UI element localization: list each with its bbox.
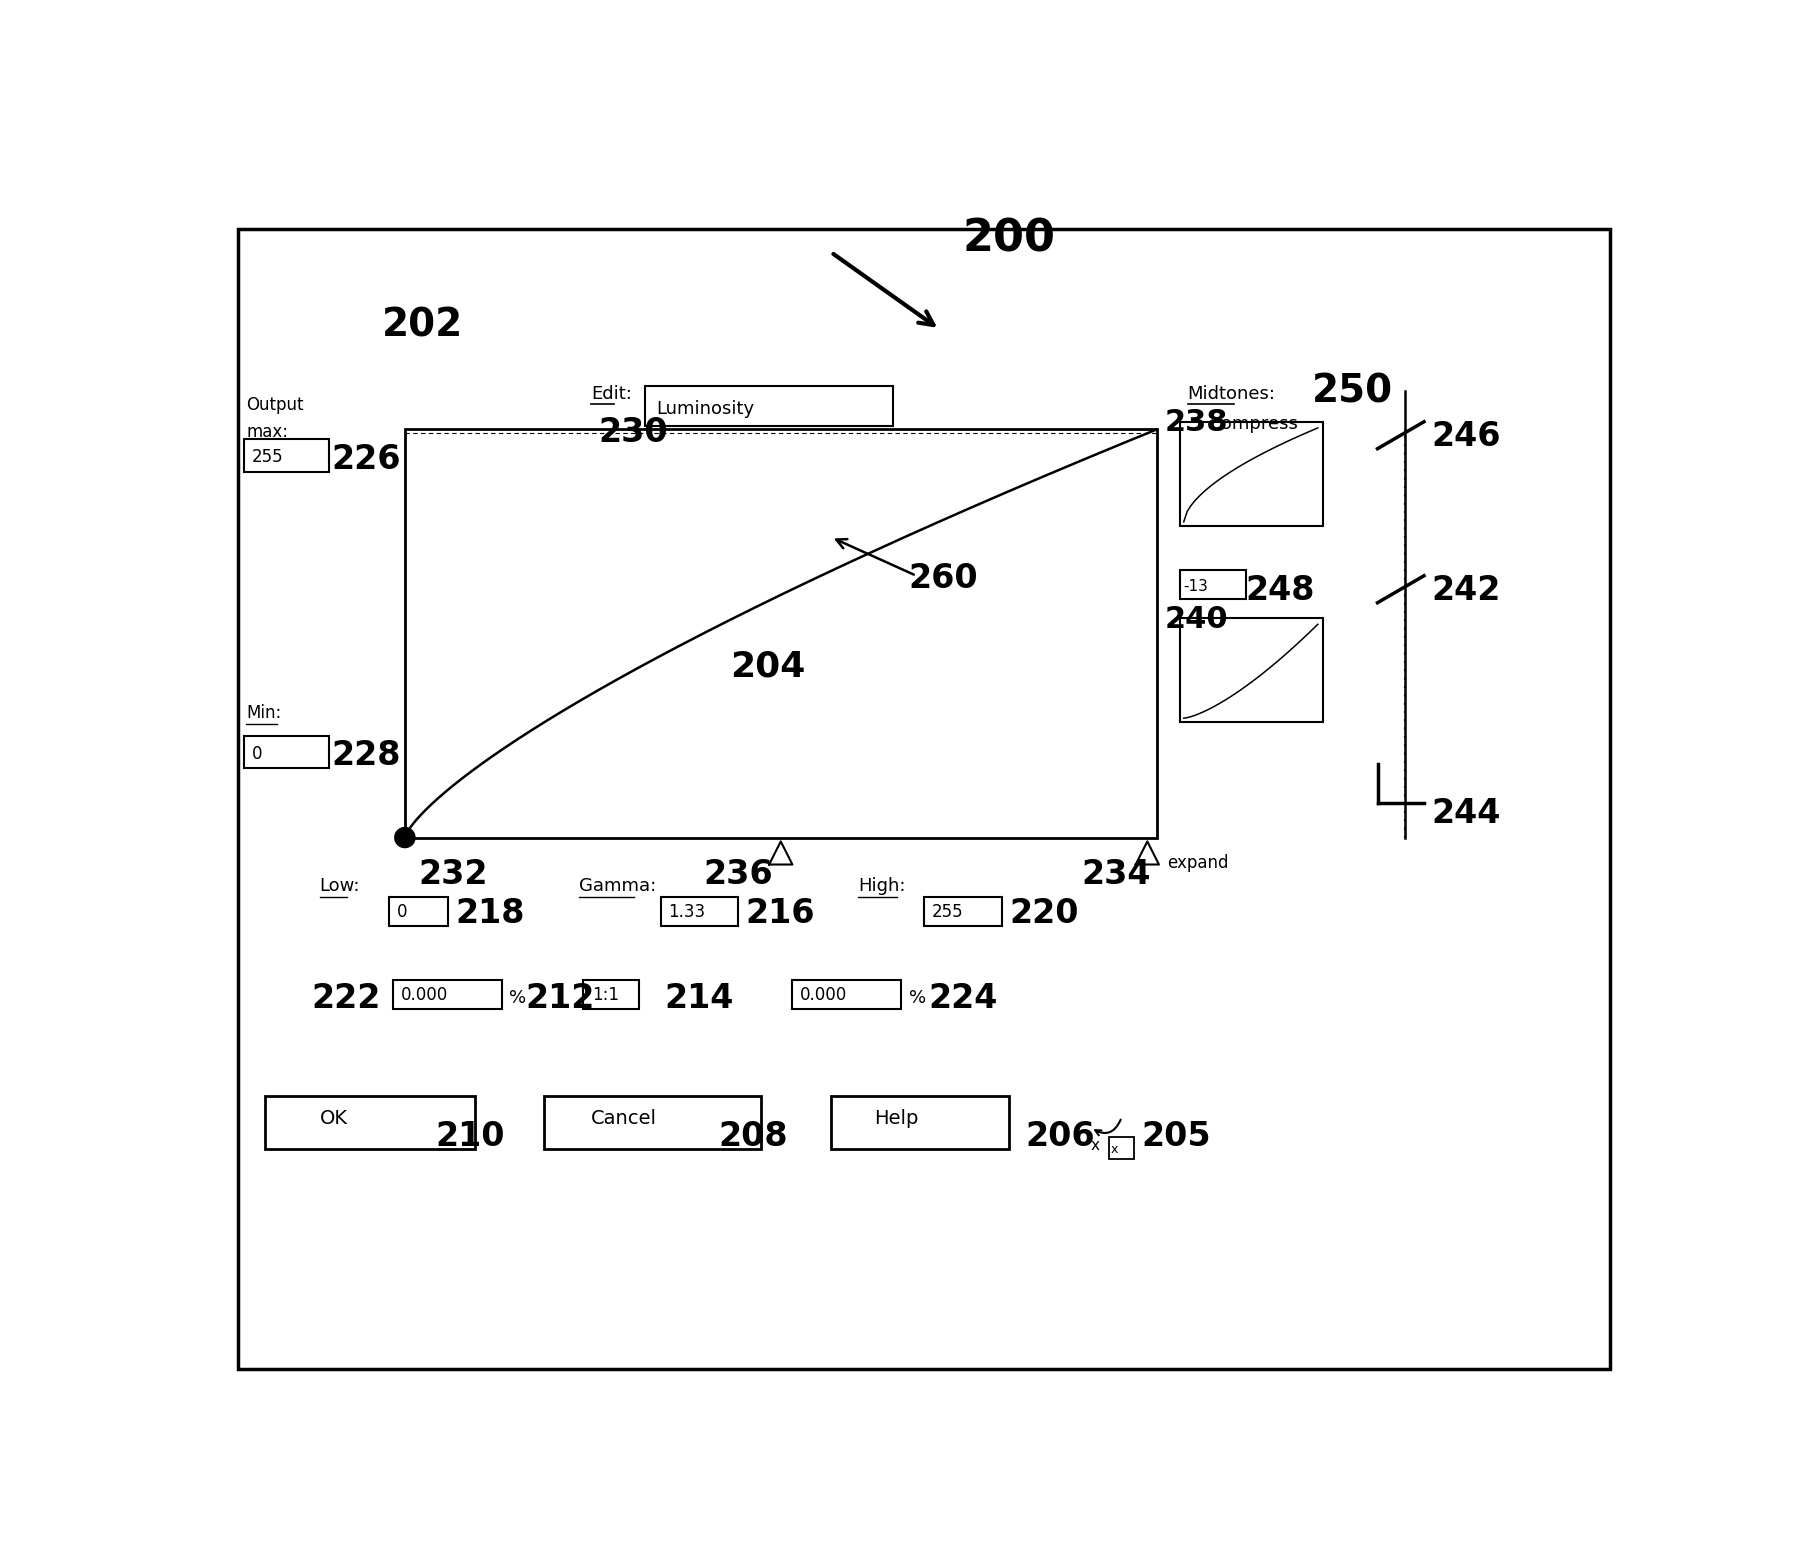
- Text: Cancel: Cancel: [591, 1109, 656, 1128]
- Text: Edit:: Edit:: [591, 385, 631, 402]
- Text: 206: 206: [1024, 1120, 1095, 1153]
- Polygon shape: [868, 393, 888, 413]
- Text: 260: 260: [908, 561, 979, 594]
- Bar: [1180, 569, 1246, 599]
- Text: 218: 218: [455, 898, 524, 931]
- Bar: [1180, 618, 1323, 723]
- Polygon shape: [553, 985, 575, 1009]
- Text: 236: 236: [703, 859, 772, 891]
- Text: Help: Help: [874, 1109, 917, 1128]
- Bar: [925, 896, 1001, 926]
- Text: Midtones:: Midtones:: [1188, 385, 1276, 402]
- Text: Low:: Low:: [319, 877, 361, 895]
- Text: 212: 212: [526, 982, 595, 1015]
- Text: 232: 232: [419, 859, 488, 891]
- Text: 0.000: 0.000: [401, 985, 448, 1004]
- Text: 222: 222: [312, 982, 381, 1015]
- Text: Output: Output: [247, 396, 303, 414]
- Text: 220: 220: [1010, 898, 1079, 931]
- Text: 226: 226: [332, 443, 401, 475]
- Text: 248: 248: [1246, 574, 1314, 607]
- Text: 238: 238: [1164, 408, 1227, 438]
- Circle shape: [395, 827, 415, 848]
- Text: 1.33: 1.33: [669, 902, 705, 921]
- Bar: [393, 981, 502, 1009]
- Text: x: x: [1111, 1143, 1119, 1156]
- Text: 202: 202: [381, 307, 462, 344]
- Text: 230: 230: [598, 416, 669, 449]
- Text: OK: OK: [319, 1109, 348, 1128]
- Bar: [1108, 1137, 1135, 1159]
- Text: compress: compress: [1211, 416, 1298, 433]
- Text: %: %: [509, 988, 526, 1007]
- Bar: [645, 386, 894, 425]
- Bar: [584, 981, 638, 1009]
- Bar: [1180, 422, 1323, 526]
- Text: 1:1: 1:1: [593, 985, 620, 1004]
- Text: 210: 210: [435, 1120, 506, 1153]
- Bar: [265, 1095, 475, 1150]
- Text: Min:: Min:: [247, 704, 281, 723]
- Text: 0.000: 0.000: [800, 985, 847, 1004]
- Text: 246: 246: [1432, 419, 1501, 452]
- Text: Luminosity: Luminosity: [656, 400, 754, 418]
- Text: 244: 244: [1432, 798, 1501, 830]
- Text: 255: 255: [932, 902, 963, 921]
- Text: %: %: [908, 988, 926, 1007]
- Text: 214: 214: [665, 982, 734, 1015]
- Text: 240: 240: [1164, 605, 1227, 633]
- Polygon shape: [644, 985, 664, 1009]
- Bar: [660, 896, 738, 926]
- Text: max:: max:: [247, 422, 288, 441]
- Bar: [404, 430, 1157, 838]
- Text: 205: 205: [1140, 1120, 1211, 1153]
- Bar: [792, 981, 901, 1009]
- Text: 224: 224: [928, 982, 997, 1015]
- Bar: [243, 737, 328, 768]
- Bar: [243, 439, 328, 472]
- Text: 250: 250: [1311, 372, 1392, 410]
- Bar: [544, 1095, 761, 1150]
- Bar: [390, 896, 448, 926]
- Polygon shape: [402, 841, 426, 865]
- Text: 216: 216: [745, 898, 816, 931]
- Text: 0: 0: [397, 902, 408, 921]
- Bar: [830, 1095, 1010, 1150]
- Text: 234: 234: [1081, 859, 1151, 891]
- Text: x: x: [1091, 1139, 1100, 1153]
- Text: 200: 200: [963, 217, 1055, 260]
- Text: expand: expand: [1168, 854, 1227, 873]
- Text: High:: High:: [858, 877, 906, 895]
- Text: 242: 242: [1432, 574, 1501, 607]
- Text: 255: 255: [252, 449, 283, 466]
- Text: 0: 0: [252, 744, 261, 763]
- Text: 208: 208: [718, 1120, 789, 1153]
- Text: -13: -13: [1184, 579, 1209, 594]
- Text: 228: 228: [332, 740, 401, 773]
- Text: Gamma:: Gamma:: [578, 877, 656, 895]
- Text: 204: 204: [731, 649, 805, 683]
